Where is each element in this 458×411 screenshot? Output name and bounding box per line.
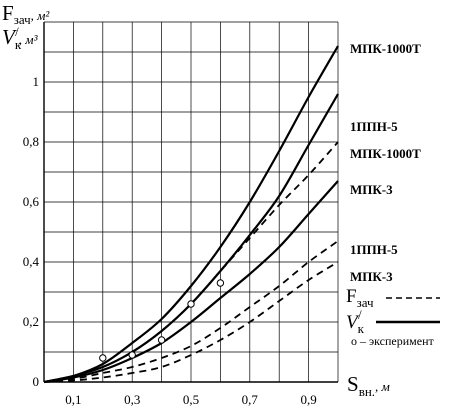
series-label: 1ППН-5 xyxy=(350,119,398,134)
grid xyxy=(43,21,339,383)
x-tick-label: 0,1 xyxy=(65,392,81,407)
series-label: МПК-3 xyxy=(350,269,393,284)
experiment-points xyxy=(99,279,225,362)
y-tick-label: 0,8 xyxy=(23,134,39,149)
svg-text:Sвн., м: Sвн., м xyxy=(347,372,390,399)
axes xyxy=(43,22,338,383)
series-label: МПК-1000Т xyxy=(350,146,421,161)
y-tick-label: 0,6 xyxy=(23,194,40,209)
x-axis-label: Sвн., м xyxy=(347,372,390,399)
experiment-point xyxy=(99,354,107,362)
x-tick-label: 0,5 xyxy=(183,392,199,407)
y-tick-label: 0,2 xyxy=(23,314,39,329)
x-tick-label: 0,9 xyxy=(300,392,316,407)
y-axis-label: Fзач, м² Vк/, м³ xyxy=(2,1,50,52)
experiment-point xyxy=(187,300,195,308)
legend: Fзач Vк/ o – эксперимент xyxy=(346,286,440,348)
series-line-solid-3 xyxy=(43,180,339,384)
legend-dashed-label: Fзач xyxy=(346,286,374,310)
svg-text:Vк/, м³: Vк/, м³ xyxy=(2,24,39,52)
x-tick-label: 0,3 xyxy=(124,392,140,407)
series-label: 1ППН-5 xyxy=(350,242,398,257)
series-labels: МПК-1000Т 1ППН-5 МПК-1000Т МПК-3 1ППН-5 МПК-3 xyxy=(350,41,421,284)
y-tick-label: 0 xyxy=(33,374,40,389)
tick-labels: 0,1 0,3 0,5 0,7 0,9 0 0,2 0,4 0,6 0,8 1 xyxy=(23,74,317,407)
legend-points-label: o – эксперимент xyxy=(351,334,435,348)
series-line-dashed-5 xyxy=(43,261,339,383)
experiment-point xyxy=(157,336,166,344)
series-line-dashed-4 xyxy=(43,240,339,383)
x-tick-label: 0,7 xyxy=(242,392,259,407)
legend-solid-label: Vк/ xyxy=(346,307,365,336)
y-tick-label: 0,4 xyxy=(23,254,40,269)
experiment-point xyxy=(216,279,225,287)
svg-text:Fзач, м²: Fзач, м² xyxy=(2,1,50,27)
series-line-solid-0 xyxy=(43,45,339,384)
series-label: МПК-3 xyxy=(350,182,393,197)
experiment-point xyxy=(128,351,136,359)
y-tick-label: 1 xyxy=(33,74,40,89)
series-label: МПК-1000Т xyxy=(350,41,421,56)
